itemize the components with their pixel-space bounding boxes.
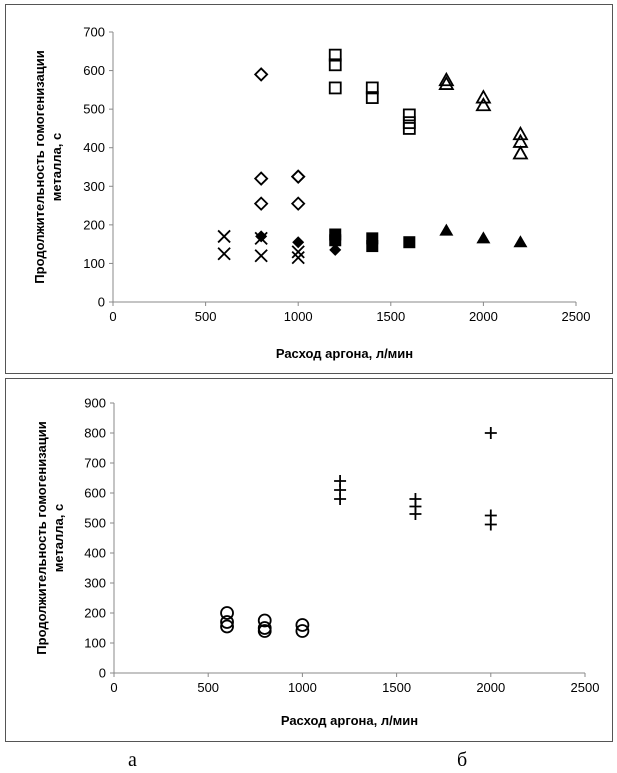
y-tick-label: 0 xyxy=(98,295,105,310)
x-tick-label: 2500 xyxy=(562,309,591,324)
y-tick-label: 300 xyxy=(84,576,106,591)
data-point-cross xyxy=(291,251,305,265)
data-point-square-open xyxy=(328,58,342,72)
data-point-circle-open xyxy=(220,615,234,629)
data-point-square-open xyxy=(365,91,379,104)
y-tick-label: 700 xyxy=(84,456,106,471)
data-point-diamond-filled xyxy=(292,236,305,249)
x-tick-label: 1500 xyxy=(376,309,405,324)
y-tick-label: 400 xyxy=(84,546,106,561)
data-point-square-open xyxy=(402,122,416,135)
data-point-diamond-filled xyxy=(329,243,342,256)
x-tick-label: 2000 xyxy=(469,309,498,324)
caption-a: а xyxy=(128,749,137,771)
y-tick-label: 200 xyxy=(83,217,105,232)
data-point-square-filled xyxy=(329,234,342,247)
data-point-triangle-filled xyxy=(439,223,454,236)
chart-panel-b: 0 500 1000 1500 2000 2500 0 100 200 300 400 500 600 7… xyxy=(5,378,613,742)
x-tick-label: 0 xyxy=(110,680,117,695)
data-point-square-open xyxy=(402,108,416,122)
data-point-circle-open xyxy=(220,619,234,634)
data-point-cross xyxy=(217,247,231,261)
data-point-triangle-open xyxy=(438,75,455,90)
data-point-cross xyxy=(291,245,305,259)
y-tick-label: 500 xyxy=(83,102,105,117)
data-point-triangle-open xyxy=(475,89,492,104)
y-tick-label: 200 xyxy=(84,606,106,621)
data-point-diamond-open xyxy=(253,171,269,186)
data-point-diamond-open xyxy=(253,196,269,211)
data-point-triangle-filled xyxy=(513,235,528,248)
data-point-diamond-open xyxy=(290,169,306,184)
data-point-cross xyxy=(254,249,268,263)
y-tick-label: 300 xyxy=(83,179,105,194)
x-tick-label: 1000 xyxy=(288,680,317,695)
data-point-circle-open xyxy=(295,618,310,632)
data-point-circle-open xyxy=(220,606,234,620)
chart-panel-a: 0 500 1000 1500 2000 2500 0 100 200 300 400 500 600 7… xyxy=(5,4,613,374)
chart-a-svg: 0 500 1000 1500 2000 2500 0 100 200 300 400 500 600 7… xyxy=(32,25,591,362)
data-point-triangle-open xyxy=(475,96,492,112)
data-point-diamond-open xyxy=(290,196,306,211)
data-point-square-open xyxy=(328,48,342,62)
y-tick-label: 800 xyxy=(84,426,106,441)
data-point-circle-open xyxy=(257,624,272,638)
x-tick-label: 1500 xyxy=(382,680,411,695)
data-point-triangle-filled xyxy=(476,231,491,244)
x-tick-label: 2500 xyxy=(571,680,600,695)
data-point-triangle-open xyxy=(512,145,529,160)
data-point-square-filled xyxy=(403,236,416,249)
data-point-circle-open xyxy=(257,613,272,628)
y-tick-label: 900 xyxy=(84,396,106,411)
x-tick-label: 2000 xyxy=(476,680,505,695)
x-tick-label: 500 xyxy=(197,680,219,695)
data-point-plus xyxy=(484,427,497,439)
data-point-plus xyxy=(334,493,347,505)
data-point-cross xyxy=(217,229,231,244)
y-tick-label: 400 xyxy=(83,140,105,155)
x-axis-label: Расход аргона, л/мин xyxy=(276,346,413,361)
data-point-diamond-filled xyxy=(255,230,268,243)
data-point-plus xyxy=(484,518,497,531)
y-tick-label: 100 xyxy=(83,256,105,271)
y-tick-label: 0 xyxy=(99,666,106,681)
data-point-diamond-open xyxy=(253,67,269,82)
data-point-square-filled xyxy=(366,240,379,253)
data-point-circle-open xyxy=(295,624,310,638)
chart-b-svg: 0 500 1000 1500 2000 2500 0 100 200 300 400 500 600 7… xyxy=(34,396,600,729)
y-tick-label: 100 xyxy=(84,636,106,651)
x-tick-label: 500 xyxy=(195,309,217,324)
y-tick-label: 700 xyxy=(83,25,105,40)
caption-b: б xyxy=(457,749,468,771)
x-tick-label: 0 xyxy=(109,309,116,324)
y-axis-label: Продолжительность гомогенизации металла, … xyxy=(34,421,66,654)
data-point-triangle-open xyxy=(438,71,455,87)
y-tick-label: 600 xyxy=(83,63,105,78)
data-point-plus xyxy=(409,508,422,520)
x-tick-label: 1000 xyxy=(284,309,313,324)
y-tick-label: 500 xyxy=(84,516,106,531)
data-point-diamond-open xyxy=(290,169,306,184)
x-axis-label: Расход аргона, л/мин xyxy=(281,713,418,728)
data-point-triangle-open xyxy=(512,125,529,141)
y-tick-label: 600 xyxy=(84,486,106,501)
y-axis-label: Продолжительность гомогенизации металла, … xyxy=(32,50,64,283)
data-point-square-open xyxy=(365,81,379,95)
data-point-square-open xyxy=(328,81,342,95)
